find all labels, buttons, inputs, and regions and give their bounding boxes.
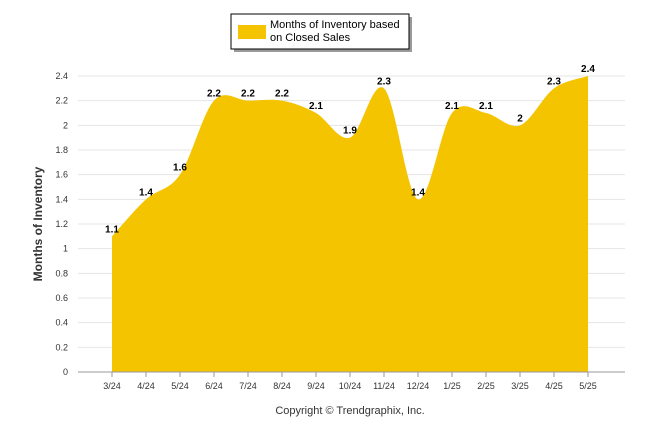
data-label: 2.1 <box>479 101 493 112</box>
legend-swatch <box>238 25 266 39</box>
x-tick-label: 1/25 <box>443 381 461 391</box>
y-axis-title: Months of Inventory <box>31 166 45 281</box>
x-tick-label: 8/24 <box>273 381 291 391</box>
y-tick-label: 2 <box>63 120 68 130</box>
x-axis-ticks: 3/24 4/24 5/24 6/24 7/24 8/24 9/24 10/24 11/24 12… <box>103 372 597 391</box>
y-tick-label: 1.6 <box>55 170 68 180</box>
data-label: 2.1 <box>309 101 323 112</box>
data-label: 1.6 <box>173 163 187 174</box>
y-tick-label: 0 <box>63 367 68 377</box>
x-tick-label: 3/24 <box>103 381 121 391</box>
data-label: 1.1 <box>105 224 119 235</box>
y-tick-label: 0.6 <box>55 293 68 303</box>
data-label: 1.4 <box>139 187 153 198</box>
x-tick-label: 4/25 <box>545 381 563 391</box>
y-tick-label: 1.2 <box>55 219 68 229</box>
x-tick-label: 7/24 <box>239 381 257 391</box>
x-tick-label: 3/25 <box>511 381 529 391</box>
y-tick-label: 0.2 <box>55 342 68 352</box>
y-tick-label: 0.8 <box>55 268 68 278</box>
y-tick-label: 1.8 <box>55 145 68 155</box>
legend: Months of Inventory based on Closed Sale… <box>230 13 412 52</box>
copyright-text: Copyright © Trendgraphix, Inc. <box>275 405 424 417</box>
x-tick-label: 9/24 <box>307 381 325 391</box>
data-label: 2.3 <box>547 76 561 87</box>
data-label: 2.4 <box>581 64 595 75</box>
data-label: 2.2 <box>275 89 289 100</box>
data-label: 2 <box>517 113 523 124</box>
data-labels: 1.1 1.4 1.6 2.2 2.2 2.2 2.1 1.9 2.3 1.4 2.1 2.1 2 2.3… <box>105 64 595 235</box>
data-label: 1.4 <box>411 187 425 198</box>
x-tick-label: 11/24 <box>373 381 395 391</box>
data-label: 2.2 <box>207 89 221 100</box>
y-tick-label: 2.4 <box>55 71 68 81</box>
y-tick-label: 0.4 <box>55 318 68 328</box>
y-tick-label: 2.2 <box>55 96 68 106</box>
x-tick-label: 12/24 <box>407 381 430 391</box>
x-tick-label: 5/25 <box>579 381 597 391</box>
legend-label-line-2: on Closed Sales <box>270 32 351 44</box>
data-label: 1.9 <box>343 126 357 137</box>
x-tick-label: 10/24 <box>339 381 362 391</box>
x-tick-label: 4/24 <box>137 381 155 391</box>
area-series-fill <box>112 76 588 372</box>
data-label: 2.2 <box>241 89 255 100</box>
x-tick-label: 5/24 <box>171 381 189 391</box>
x-tick-label: 6/24 <box>205 381 223 391</box>
y-axis-ticks: 0 0.2 0.4 0.6 0.8 1 1.2 1.4 1.6 1.8 2 2.2 2.4 <box>55 71 68 377</box>
y-tick-label: 1.4 <box>55 194 68 204</box>
y-tick-label: 1 <box>63 244 68 254</box>
x-tick-label: 2/25 <box>477 381 495 391</box>
data-label: 2.3 <box>377 76 391 87</box>
legend-label-line-1: Months of Inventory based <box>270 19 400 31</box>
data-label: 2.1 <box>445 101 459 112</box>
